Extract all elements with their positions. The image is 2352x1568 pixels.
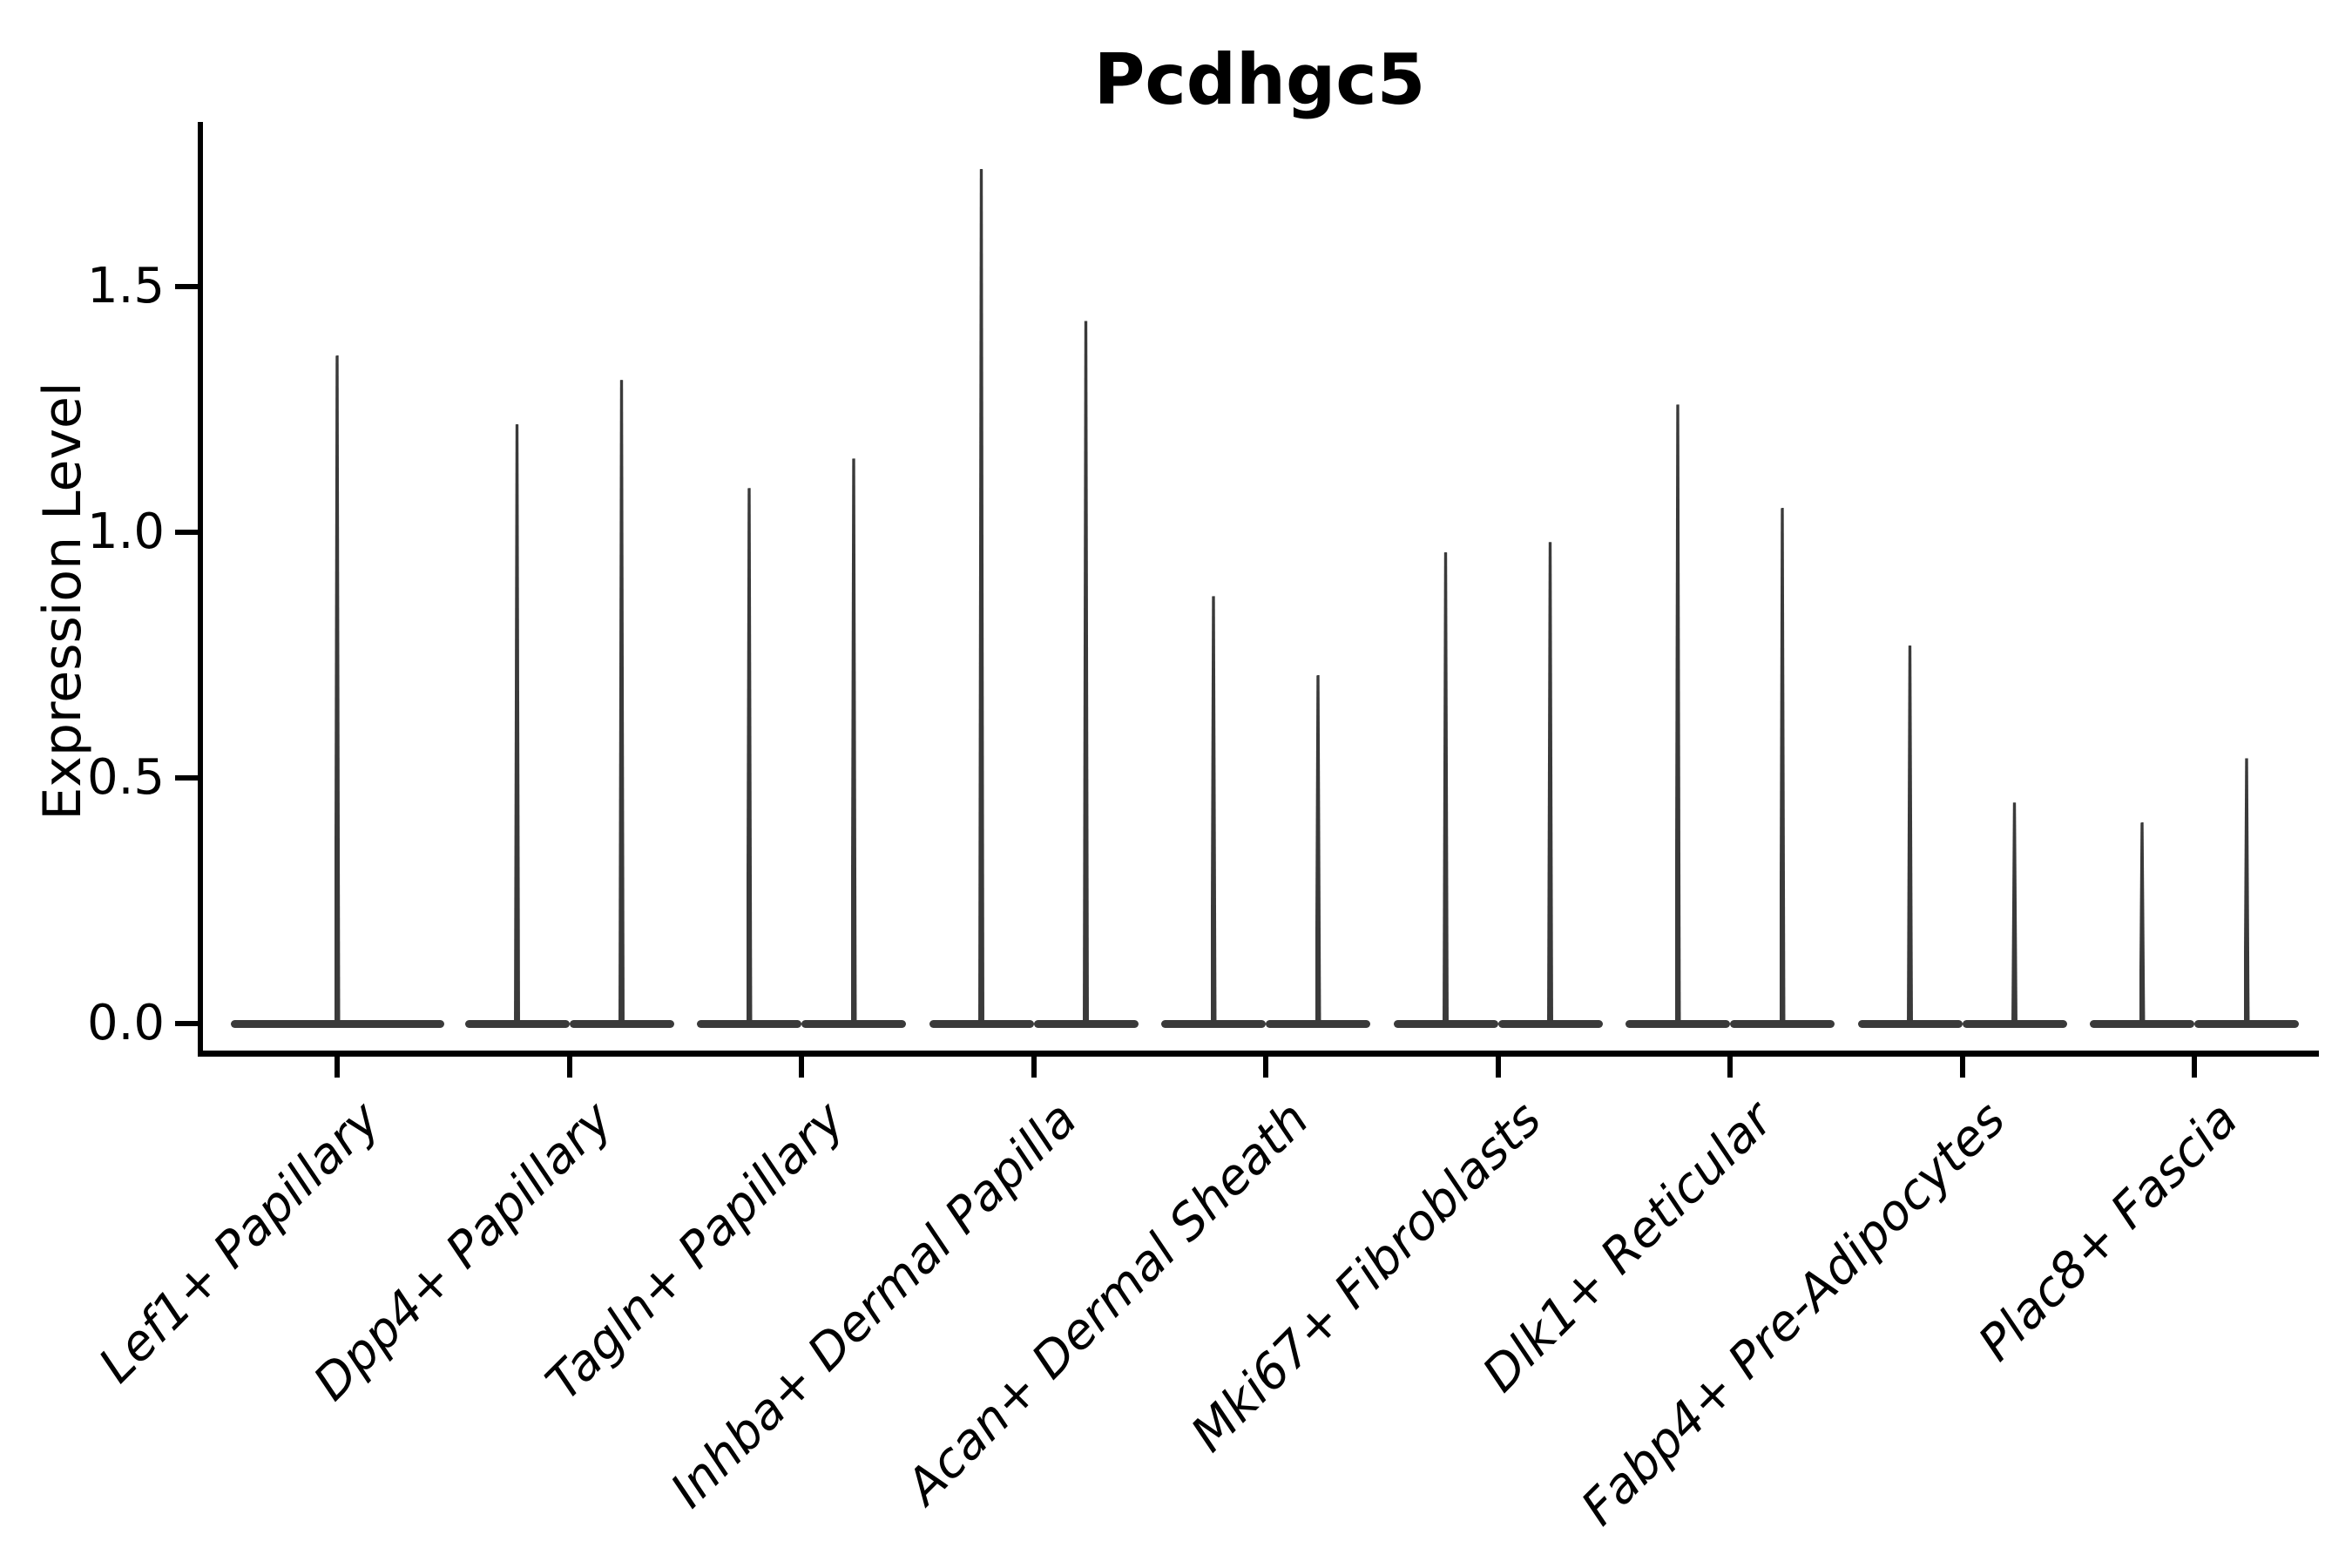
violin-density-spike xyxy=(1779,507,1786,1027)
violin-density-spike xyxy=(1547,542,1553,1027)
x-tick-label: Acan+ Dermal Sheath xyxy=(896,1091,1321,1516)
x-axis-spine xyxy=(198,1051,2319,1057)
x-tick xyxy=(1495,1057,1501,1078)
violin-density-spike xyxy=(1443,551,1449,1027)
x-tick xyxy=(1959,1057,1965,1078)
y-tick-label: 0.0 xyxy=(86,995,165,1051)
x-tick-label: Plac8+ Fascia xyxy=(1967,1091,2249,1373)
violin-density-spike xyxy=(746,488,753,1027)
x-tick-label: Inhba+ Dermal Papilla xyxy=(659,1091,1088,1519)
x-tick xyxy=(1727,1057,1733,1078)
y-tick-label: 0.5 xyxy=(86,749,165,806)
x-tick xyxy=(1263,1057,1268,1078)
violin-density-spike xyxy=(2011,802,2017,1027)
y-tick-label: 1.0 xyxy=(86,504,165,560)
y-tick xyxy=(175,775,199,781)
y-tick-label: 1.5 xyxy=(86,258,165,314)
x-tick xyxy=(1031,1057,1037,1078)
violin-density-spike xyxy=(2139,821,2146,1027)
violin-density-spike xyxy=(334,355,341,1027)
violin-density-spike xyxy=(1083,321,1089,1027)
y-tick xyxy=(175,530,199,535)
violin-density-spike xyxy=(618,380,625,1027)
violin-density-spike xyxy=(1315,674,1321,1027)
violin-density-spike xyxy=(2243,758,2250,1027)
violin-density-spike xyxy=(1210,596,1217,1027)
x-tick xyxy=(2192,1057,2197,1078)
violin-density-spike xyxy=(850,458,857,1027)
x-tick xyxy=(566,1057,572,1078)
violin-density-spike xyxy=(1907,645,1913,1027)
violin-density-spike xyxy=(1674,404,1681,1027)
y-axis-spine xyxy=(198,122,203,1057)
x-tick-label: Fabp4+ Pre-Adipocytes xyxy=(1571,1091,2017,1537)
violin-density-spike xyxy=(514,423,520,1027)
x-tick xyxy=(335,1057,340,1078)
violin-density-spike xyxy=(978,168,984,1027)
y-tick xyxy=(175,1021,199,1026)
chart-title: Pcdhgc5 xyxy=(1093,39,1426,120)
y-tick xyxy=(175,284,199,289)
x-tick xyxy=(799,1057,804,1078)
